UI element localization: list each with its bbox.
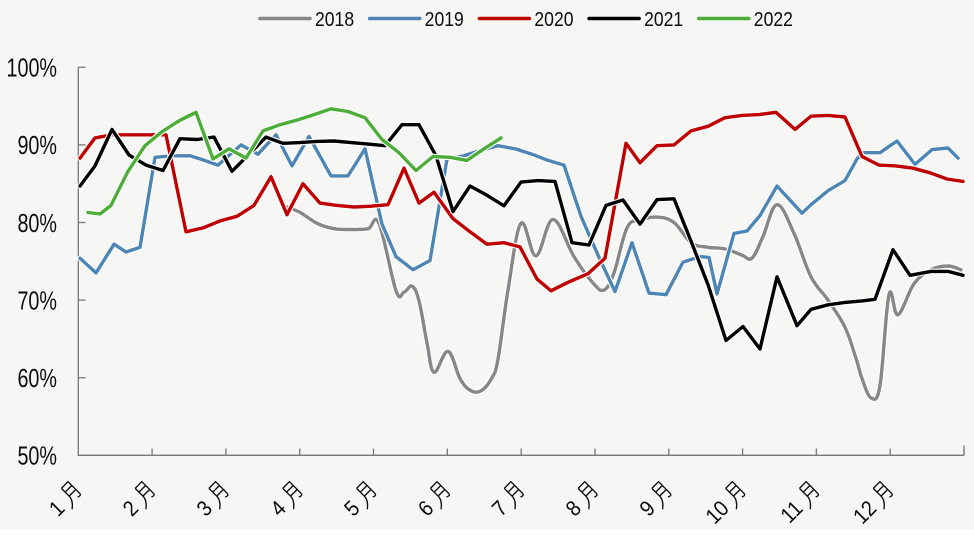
svg-text:90%: 90% bbox=[17, 131, 57, 160]
svg-text:70%: 70% bbox=[17, 286, 57, 315]
svg-text:2022: 2022 bbox=[754, 8, 793, 30]
svg-text:100%: 100% bbox=[6, 53, 57, 82]
svg-text:2018: 2018 bbox=[315, 8, 354, 30]
svg-text:2020: 2020 bbox=[534, 8, 573, 30]
svg-text:2021: 2021 bbox=[644, 8, 683, 30]
svg-text:60%: 60% bbox=[17, 363, 57, 392]
svg-text:2019: 2019 bbox=[425, 8, 464, 30]
svg-text:50%: 50% bbox=[17, 441, 57, 470]
svg-text:80%: 80% bbox=[17, 208, 57, 237]
